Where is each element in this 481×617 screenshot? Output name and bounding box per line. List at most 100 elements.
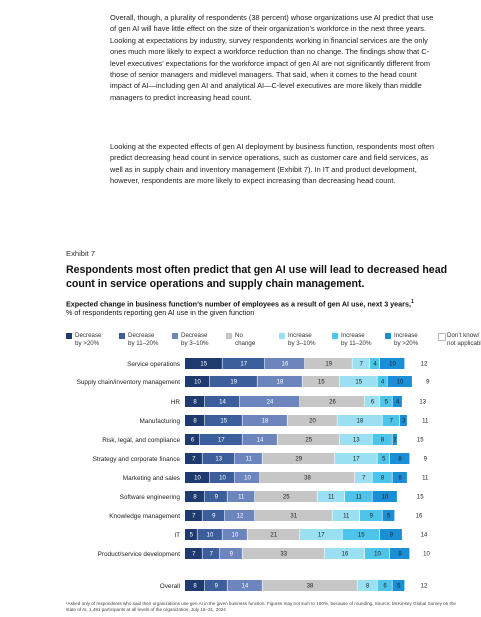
bar-segment (185, 529, 197, 540)
value-label: 10 (397, 380, 404, 386)
value-label: 10 (382, 495, 389, 501)
bar-segment (242, 434, 277, 445)
legend-label: Decrease by 3–10% (181, 332, 209, 347)
value-label: 14 (257, 438, 264, 444)
value-label: 8 (381, 476, 385, 482)
legend-swatch (332, 333, 338, 339)
value-label: 8 (193, 584, 197, 590)
bar-segment (240, 396, 300, 407)
legend-label: Decrease by 11–20% (128, 332, 159, 347)
value-label: 26 (329, 400, 336, 406)
bar-segment (342, 529, 380, 540)
value-label: 25 (283, 495, 290, 501)
legend-swatch (438, 333, 446, 341)
bar-segment (222, 529, 247, 540)
value-label: 10 (207, 533, 214, 539)
category-label: Service operations (127, 361, 180, 368)
value-label: 15 (355, 380, 362, 386)
category-label: IT (174, 532, 180, 539)
value-label: 4 (373, 362, 377, 368)
bar-segment (277, 434, 340, 445)
value-label: 18 (277, 380, 284, 386)
value-label: 15 (220, 419, 227, 425)
bar-segment (302, 376, 340, 387)
bar-segment (185, 396, 205, 407)
value-label: 7 (192, 457, 196, 463)
value-label: 11 (328, 495, 335, 501)
bar-segment (332, 510, 360, 521)
value-label: 10 (232, 533, 239, 539)
bar-segment (345, 491, 372, 502)
bar-segment (185, 358, 222, 369)
value-label: 13 (215, 457, 222, 463)
value-label: 5 (382, 457, 386, 463)
value-label: 6 (383, 584, 387, 590)
bar-segment (392, 580, 405, 591)
bar-segment (205, 415, 242, 426)
legend-label: Increase by >20% (394, 332, 419, 347)
bar-segment (392, 396, 402, 407)
value-label: 12 (237, 514, 244, 520)
category-label: Software engineering (120, 494, 181, 501)
bar-segment (287, 415, 337, 426)
value-label: 5 (397, 584, 401, 590)
chart-subtitle-text: Expected change in business function’s n… (66, 299, 411, 309)
bar-segment (387, 376, 412, 387)
value-label: 29 (295, 457, 302, 463)
value-label: 11 (246, 457, 253, 463)
value-label: 16 (416, 514, 423, 520)
bar-segment (242, 548, 325, 559)
bar-segment (380, 358, 405, 369)
body-paragraph-1: Overall, though, a plurality of responde… (110, 13, 434, 102)
value-label: 9 (390, 533, 394, 539)
value-label: 7 (360, 362, 364, 368)
legend-label: Increase by 11–20% (341, 332, 372, 347)
bar-segment (382, 415, 400, 426)
bar-segment (305, 358, 352, 369)
value-label: 9 (215, 495, 219, 501)
value-label: 7 (192, 552, 196, 558)
value-label: 8 (381, 438, 385, 444)
legend-swatch (172, 333, 178, 339)
value-label: 9 (215, 584, 219, 590)
chart-footnote: ¹Asked only of respondents who said thei… (66, 601, 456, 612)
bar-segment (210, 472, 235, 483)
value-label: 9 (426, 380, 430, 386)
value-label: 15 (358, 533, 365, 539)
value-label: 11 (422, 419, 429, 425)
value-label: 19 (230, 380, 237, 386)
bar-segment (242, 415, 287, 426)
value-label: 8 (193, 419, 197, 425)
value-label: 15 (417, 495, 424, 501)
category-label: Supply chain/inventory management (77, 379, 181, 386)
bar-segment (222, 358, 265, 369)
category-label: HR (171, 399, 181, 406)
legend-label: Don’t know/not applicable (447, 332, 481, 347)
value-label: 8 (398, 552, 402, 558)
bar-segment (185, 376, 210, 387)
bar-segment (205, 396, 240, 407)
value-label: 24 (267, 400, 274, 406)
bar-segment (197, 529, 222, 540)
value-label: 17 (318, 533, 325, 539)
value-label: 15 (417, 438, 424, 444)
bar-segment (392, 434, 397, 445)
value-label: 18 (262, 419, 269, 425)
bar-segment (325, 548, 365, 559)
category-label: Marketing and sales (123, 475, 180, 482)
category-label: Product/service development (98, 551, 181, 558)
bar-segment (220, 548, 242, 559)
value-label: 11 (343, 514, 350, 520)
value-label: 13 (353, 438, 360, 444)
value-label: 38 (307, 584, 314, 590)
value-label: 9 (370, 514, 374, 520)
category-label: Strategy and corporate finance (93, 456, 181, 463)
value-label: 7 (210, 552, 214, 558)
bar-segment (400, 415, 407, 426)
bar-segment (392, 472, 407, 483)
value-label: 10 (194, 380, 201, 386)
legend-label: Increase by 3–10% (288, 332, 316, 347)
exhibit-label: Exhibit 7 (66, 249, 96, 258)
bar-segment (185, 453, 202, 464)
bar-segment (365, 396, 380, 407)
